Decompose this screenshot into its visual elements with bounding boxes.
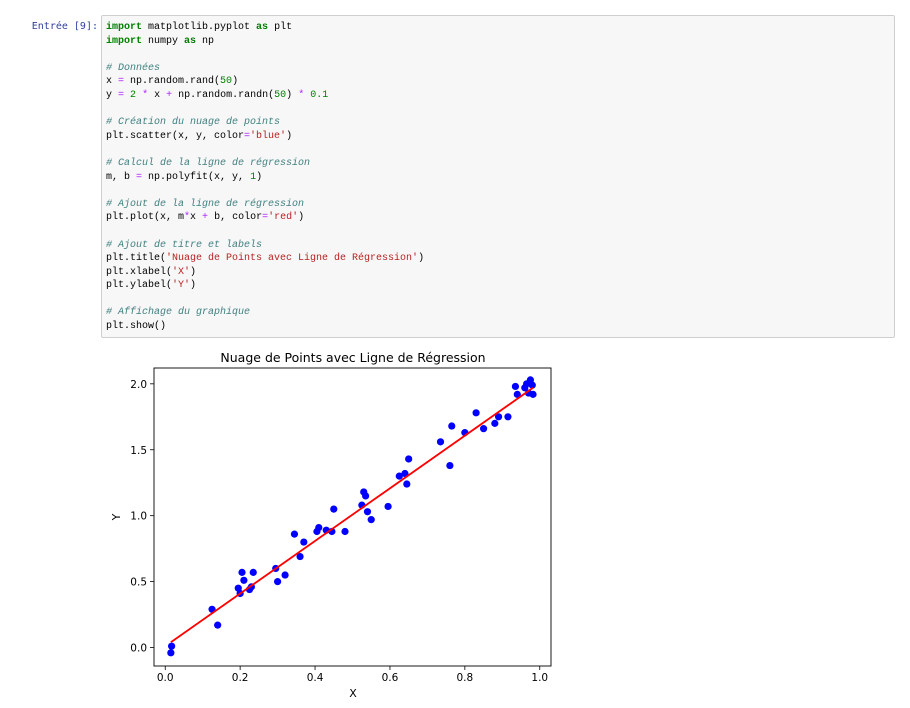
scatter-point bbox=[446, 461, 454, 470]
scatter-point bbox=[528, 381, 536, 389]
y-axis-label: Y bbox=[110, 513, 123, 521]
x-tick-label: 0.4 bbox=[307, 672, 324, 684]
code-line: # Affichage du graphique bbox=[106, 307, 251, 319]
scatter-point bbox=[367, 516, 375, 524]
scatter-point bbox=[273, 578, 282, 586]
x-axis-label: X bbox=[349, 687, 357, 700]
code-line: m, b = np.polyfit(x, y, 1) bbox=[106, 171, 263, 183]
scatter-point bbox=[403, 480, 411, 488]
scatter-point bbox=[240, 576, 248, 584]
code-line: import numpy as np bbox=[106, 35, 215, 47]
scatter-point bbox=[249, 568, 257, 576]
scatter-point bbox=[491, 419, 499, 427]
scatter-point bbox=[168, 642, 176, 650]
cell-prompt: Entrée [9]: bbox=[31, 21, 98, 32]
scatter-chart: Nuage de Points avec Ligne de Régression… bbox=[110, 350, 552, 700]
code-line: plt.plot(x, m*x + b, color='red') bbox=[106, 212, 305, 224]
scatter-point bbox=[405, 455, 413, 463]
scatter-point bbox=[494, 413, 503, 421]
scatter-point bbox=[362, 492, 370, 500]
scatter-point bbox=[529, 390, 537, 398]
regression-line bbox=[170, 387, 534, 644]
code-line: plt.scatter(x, y, color='blue') bbox=[106, 130, 293, 142]
scatter-point bbox=[315, 523, 323, 532]
code-line: x = np.random.rand(50) bbox=[106, 76, 239, 88]
code-line: # Ajout de titre et labels bbox=[106, 239, 263, 251]
y-tick-label: 0.0 bbox=[130, 643, 147, 655]
scatter-point bbox=[401, 469, 409, 478]
scatter-point bbox=[214, 621, 222, 629]
code-cell[interactable]: import matplotlib.pyplot as plt import n… bbox=[101, 15, 895, 338]
x-tick-label: 0.8 bbox=[457, 672, 474, 684]
scatter-point bbox=[504, 413, 512, 421]
scatter-point bbox=[238, 568, 246, 576]
x-tick-label: 0.6 bbox=[382, 672, 399, 684]
code-line: plt.title('Nuage de Points avec Ligne de… bbox=[106, 253, 425, 265]
y-tick-label: 1.0 bbox=[130, 511, 147, 523]
x-tick-label: 0.0 bbox=[157, 672, 174, 684]
cell-output: Nuage de Points avec Ligne de Régression… bbox=[101, 343, 561, 704]
code-line: # Données bbox=[106, 62, 161, 74]
code-line: # Ajout de la ligne de régression bbox=[106, 198, 305, 210]
plot-area: 0.0 0.2 0.4 0.6 0.8 1.0 0.0 0.5 1.0 1.5 2.0 bbox=[130, 367, 552, 684]
scatter-point bbox=[281, 571, 289, 579]
y-tick-label: 2.0 bbox=[130, 379, 147, 391]
scatter-point bbox=[384, 502, 392, 511]
scatter-point bbox=[341, 527, 349, 536]
scatter-point bbox=[395, 472, 403, 480]
x-tick-label: 0.2 bbox=[232, 672, 249, 684]
scatter-point bbox=[167, 649, 175, 657]
code-line: y = 2 * x + np.random.randn(50) * 0.1 bbox=[106, 89, 329, 101]
code-line: plt.show() bbox=[106, 321, 167, 333]
scatter-point bbox=[448, 422, 456, 430]
code-line: import matplotlib.pyplot as plt bbox=[106, 22, 293, 33]
x-tick-label: 1.0 bbox=[531, 672, 548, 684]
y-tick-label: 0.5 bbox=[130, 577, 147, 589]
code-line: # Création du nuage de points bbox=[106, 117, 281, 129]
plot-frame bbox=[153, 367, 552, 667]
y-tick-label: 1.5 bbox=[130, 445, 147, 457]
scatter-point bbox=[513, 390, 521, 398]
scatter-point bbox=[479, 425, 488, 433]
scatter-point bbox=[296, 552, 304, 561]
scatter-point bbox=[436, 438, 445, 446]
scatter-point bbox=[300, 538, 308, 546]
code-line: plt.xlabel('X') bbox=[106, 266, 197, 278]
scatter-point bbox=[330, 505, 338, 513]
chart-title: Nuage de Points avec Ligne de Régression bbox=[220, 350, 485, 365]
scatter-point bbox=[511, 382, 520, 391]
scatter-point bbox=[363, 508, 372, 516]
code-line: # Calcul de la ligne de régression bbox=[106, 157, 311, 169]
scatter-point bbox=[290, 530, 299, 538]
code-line: plt.ylabel('Y') bbox=[106, 280, 197, 292]
code-editor[interactable]: import matplotlib.pyplot as plt import n… bbox=[106, 21, 424, 334]
scatter-point bbox=[472, 409, 480, 417]
